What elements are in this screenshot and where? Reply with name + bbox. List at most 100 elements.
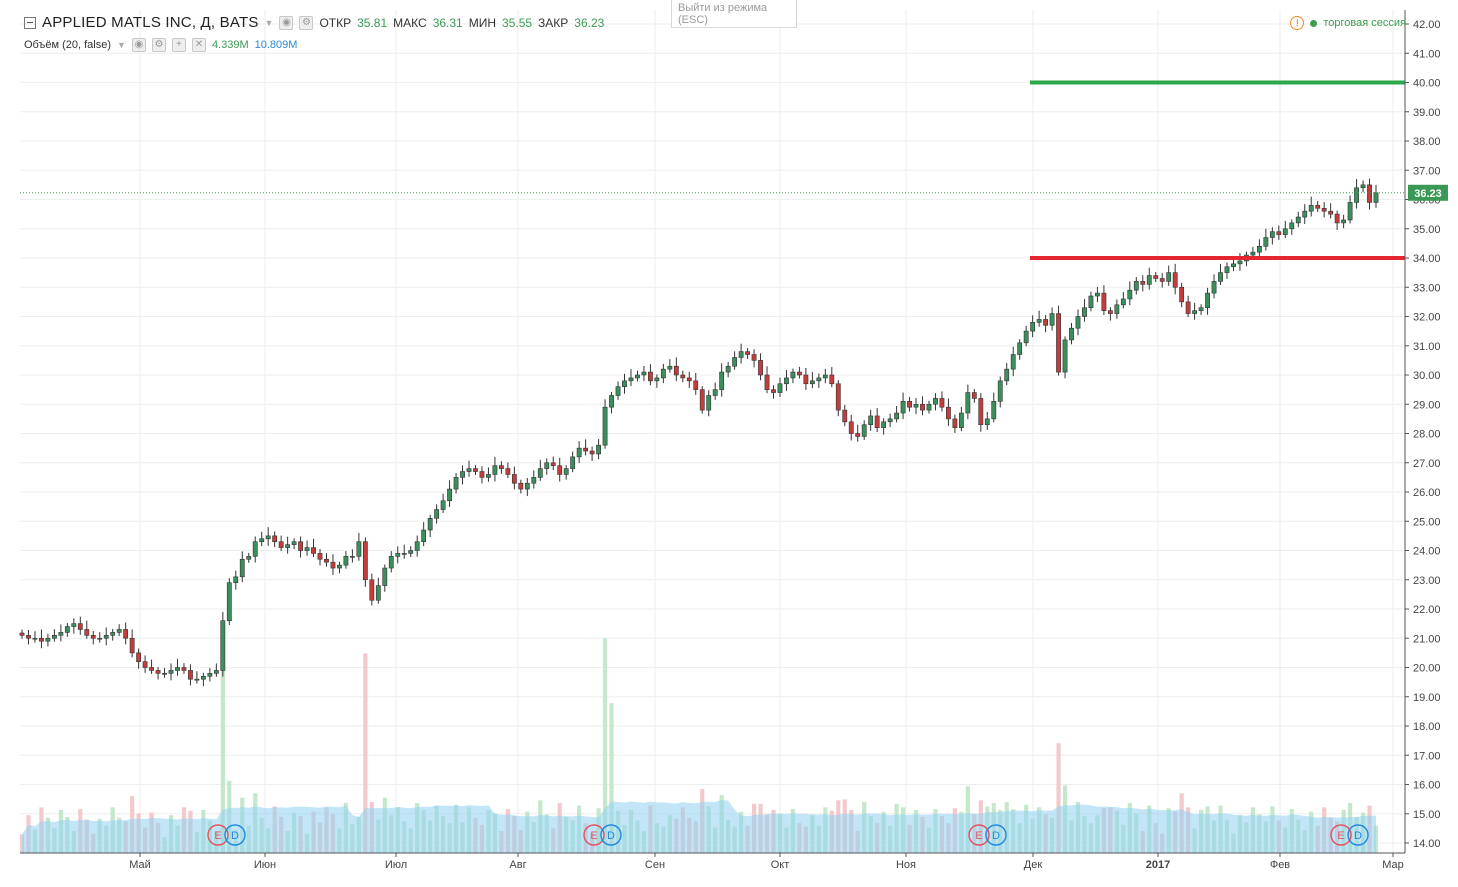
candle-body (272, 535, 278, 543)
collapse-icon[interactable] (24, 16, 36, 29)
earnings-marker (583, 824, 605, 846)
candle-body (1192, 310, 1198, 314)
candle-body (719, 371, 725, 390)
warning-icon[interactable]: ! (1290, 16, 1305, 30)
candle-body (252, 541, 258, 557)
chevron-down-icon[interactable]: ▼ (264, 17, 274, 28)
candle-body (434, 509, 440, 519)
candle-body (1289, 222, 1295, 230)
y-tick-label: 16.00 (1413, 780, 1441, 792)
x-tick-label: Дек (1024, 859, 1043, 871)
gear-icon[interactable]: ⚙ (151, 38, 166, 52)
candle-body (1315, 205, 1321, 209)
symbol-title[interactable]: APPLIED MATLS INC, Д, BATS (42, 14, 259, 31)
candle-body (615, 386, 621, 396)
y-tick-label: 39.00 (1413, 107, 1441, 119)
candle-body (764, 374, 770, 390)
candle-body (984, 418, 990, 426)
volume-label[interactable]: Объём (20, false) (24, 39, 112, 51)
eye-icon[interactable]: ◉ (279, 15, 294, 30)
earnings-marker (968, 824, 990, 846)
candle-body (686, 377, 692, 382)
candle-body (971, 392, 977, 399)
candle-body (1114, 304, 1120, 314)
candle-body (803, 374, 809, 385)
candle-body (745, 351, 750, 355)
candle-body (285, 544, 291, 548)
candle-body (518, 482, 524, 490)
candle-body (97, 637, 103, 640)
eye-icon[interactable]: ◉ (131, 38, 146, 52)
candle-body (544, 462, 550, 469)
volume-bar (220, 638, 225, 853)
candle-body (628, 377, 634, 382)
candle-body (1056, 313, 1061, 373)
candle-body (725, 365, 731, 373)
close-icon[interactable]: ✕ (191, 38, 206, 52)
dividend-marker (224, 824, 246, 846)
candle-body (1062, 339, 1068, 373)
candle-body (1185, 301, 1191, 314)
plus-icon[interactable]: + (171, 38, 186, 52)
last-price-label: 36.23 (1414, 188, 1442, 200)
session-status: ! торговая сессия (1290, 16, 1406, 30)
candle-body (712, 389, 718, 396)
high-value: 36.31 (432, 15, 463, 30)
candle-body (1367, 184, 1372, 203)
horizontal-lines (20, 80, 1405, 260)
candle-body (265, 535, 271, 540)
volume-legend: Объём (20, false) ▼ ◉ ⚙ + ✕ 4.339M 10.80… (24, 38, 297, 52)
candle-body (168, 670, 174, 674)
x-tick-label: Окт (771, 859, 790, 871)
gear-icon[interactable]: ⚙ (299, 15, 314, 30)
candle-body (1205, 292, 1210, 309)
candle-body (835, 383, 841, 411)
y-tick-label: 32.00 (1413, 312, 1441, 324)
candle-body (181, 667, 187, 671)
candle-body (1276, 231, 1282, 235)
candle-body (1127, 289, 1133, 300)
candle-body (110, 632, 116, 636)
candle-body (311, 547, 316, 554)
candle-body (1237, 260, 1243, 265)
candle-body (511, 474, 517, 484)
low-value: 35.55 (502, 15, 533, 30)
candle-body (84, 629, 90, 636)
dividend-marker-label: D (231, 830, 239, 842)
candle-body (492, 465, 498, 475)
candle-body (440, 500, 446, 510)
earnings-marker-label: E (975, 830, 982, 842)
candle-body (324, 558, 329, 563)
axes: 42.0041.0040.0039.0038.0037.0036.0035.00… (20, 10, 1448, 871)
candle-body (453, 477, 459, 490)
x-tick-label: Июл (385, 859, 407, 871)
candle-body (861, 424, 867, 437)
candle-body (19, 632, 25, 636)
candle-body (1198, 307, 1204, 311)
y-tick-label: 33.00 (1413, 282, 1441, 294)
candle-body (71, 623, 77, 627)
candle-body (499, 465, 504, 469)
candle-body (401, 553, 407, 555)
candle-body (427, 518, 433, 531)
candle-body (946, 406, 951, 420)
candle-body (1231, 263, 1236, 268)
open-label: ОТКР (319, 15, 352, 30)
candle-body (1341, 219, 1347, 224)
chevron-down-icon[interactable]: ▼ (117, 40, 126, 50)
candle-body (123, 629, 129, 639)
candle-body (609, 395, 614, 408)
candle-body (188, 670, 193, 680)
candle-body (1017, 342, 1023, 355)
candle-body (635, 374, 640, 379)
candle-body (822, 374, 828, 379)
candle-body (479, 471, 485, 478)
volume-bar (609, 703, 614, 853)
close-value: 36.23 (574, 15, 605, 30)
candle-body (900, 401, 906, 414)
candle-body (1153, 275, 1159, 279)
candle-body (965, 392, 971, 414)
